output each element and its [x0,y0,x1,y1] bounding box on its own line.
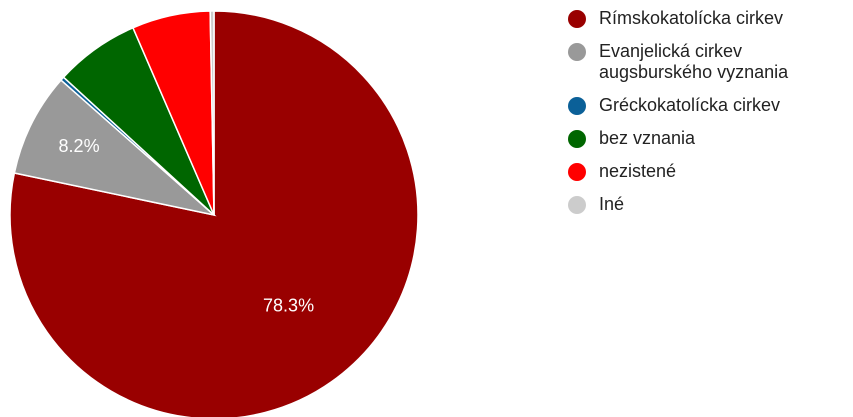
legend-label: Iné [599,194,625,214]
legend-label: bez vznania [599,128,696,148]
legend: Rímskokatolícka cirkev Evanjelická cirke… [568,8,853,227]
legend-swatch [568,196,586,214]
legend-item-nezistene[interactable]: nezistené [568,161,853,182]
pie-plot-area: 78.3% 8.2% [9,10,419,417]
pie-slice[interactable] [209,10,215,216]
legend-item-rimskokatolicka[interactable]: Rímskokatolícka cirkev [568,8,853,29]
legend-swatch [568,10,586,28]
legend-swatch [568,163,586,181]
legend-item-ine[interactable]: Iné [568,194,853,215]
legend-label: Gréckokatolícka cirkev [599,95,781,115]
legend-label: Rímskokatolícka cirkev [599,8,784,28]
legend-swatch [568,97,586,115]
legend-label: nezistené [599,161,677,181]
legend-label: Evanjelická cirkev augsburského vyznania [599,41,789,82]
pie-slice[interactable] [13,79,217,217]
legend-swatch [568,43,586,61]
legend-item-evanjelicka[interactable]: Evanjelická cirkev augsburského vyznania [568,41,853,83]
legend-swatch [568,130,586,148]
slice-data-label: 8.2% [59,136,100,156]
legend-item-greckokatolicka[interactable]: Gréckokatolícka cirkev [568,95,853,116]
legend-item-bez-vznania[interactable]: bez vznania [568,128,853,149]
slice-data-label: 78.3% [263,296,314,316]
